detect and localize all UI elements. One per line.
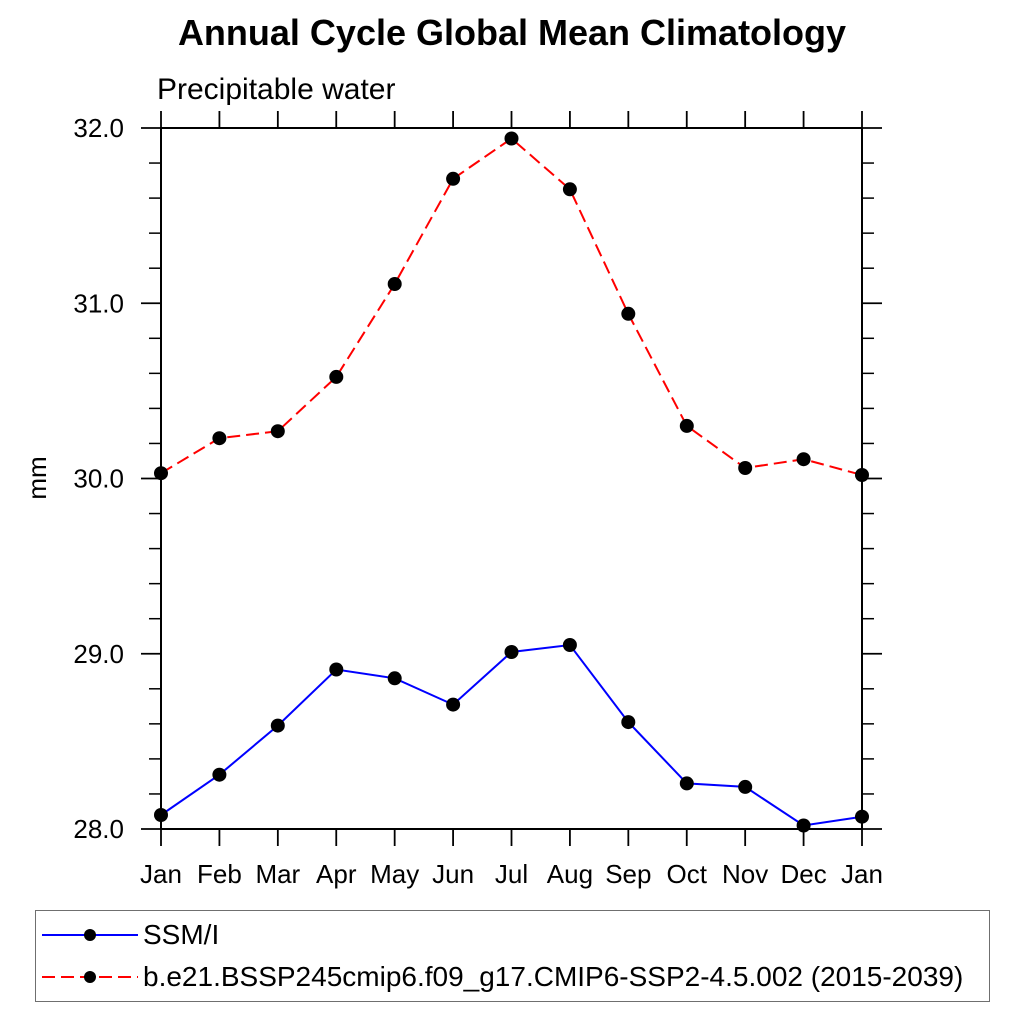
model-data-point-marker bbox=[796, 452, 811, 467]
x-tick-label: Jan bbox=[140, 859, 182, 889]
x-tick-label: Aug bbox=[547, 859, 593, 889]
y-tick-label: 32.0 bbox=[73, 113, 124, 143]
ssmi-series-line bbox=[160, 643, 863, 827]
ssmi-data-point-marker bbox=[154, 808, 168, 822]
ssmi-data-point-marker bbox=[796, 818, 811, 833]
page-title: Annual Cycle Global Mean Climatology bbox=[177, 12, 847, 53]
x-tick-label: May bbox=[370, 859, 419, 889]
model-line-sample-icon bbox=[42, 971, 138, 983]
ssmi-data-point-marker bbox=[212, 767, 227, 782]
chart-subtitle: Precipitable water bbox=[157, 73, 396, 106]
model-data-point-marker bbox=[212, 431, 227, 446]
model-data-point-marker bbox=[738, 461, 753, 475]
x-tick-label: Jun bbox=[432, 859, 474, 889]
ssmi-data-point-marker bbox=[855, 809, 869, 824]
model-data-point-marker bbox=[270, 424, 285, 439]
y-tick-label: 28.0 bbox=[73, 814, 124, 844]
plot-frame bbox=[160, 127, 863, 830]
ssmi-data-point-marker bbox=[562, 638, 577, 652]
x-tick-label: Dec bbox=[780, 859, 826, 889]
model-data-point-marker bbox=[621, 306, 636, 321]
ssmi-data-point-marker bbox=[270, 718, 285, 733]
model-sample-marker-icon bbox=[84, 971, 96, 983]
model-data-point-marker bbox=[154, 466, 168, 481]
y-tick-label: 29.0 bbox=[73, 639, 124, 669]
ssmi-sample-marker-icon bbox=[84, 929, 96, 941]
ssmi-data-point-marker bbox=[679, 776, 694, 791]
ssmi-data-point-marker bbox=[387, 671, 402, 686]
model-data-point-marker bbox=[329, 369, 344, 384]
legend-item-ssmi: SSM/I bbox=[40, 914, 989, 956]
x-tick-label: Apr bbox=[316, 859, 357, 889]
model-data-point-marker bbox=[855, 468, 869, 482]
legend-label-model: b.e21.BSSP245cmip6.f09_g17.CMIP6-SSP2-4.… bbox=[143, 961, 964, 992]
model-data-point-marker bbox=[387, 277, 402, 291]
x-tick-label: Oct bbox=[667, 859, 708, 889]
x-tick-label: Jan bbox=[841, 859, 883, 889]
x-tick-label: Sep bbox=[605, 859, 651, 889]
model-data-point-marker bbox=[446, 171, 461, 186]
model-data-point-marker bbox=[504, 131, 519, 146]
legend-item-model: b.e21.BSSP245cmip6.f09_g17.CMIP6-SSP2-4.… bbox=[40, 956, 989, 998]
legend-label-ssmi: SSM/I bbox=[143, 919, 220, 950]
legend: SSM/I b.e21.BSSP245cmip6.f09_g17.CMIP6-S… bbox=[35, 910, 990, 1002]
ssmi-line-sample-icon bbox=[42, 929, 138, 941]
ssmi-data-point-marker bbox=[621, 715, 636, 730]
ssmi-data-point-marker bbox=[738, 779, 753, 794]
x-tick-label: Mar bbox=[255, 859, 300, 889]
model-data-point-marker bbox=[679, 418, 694, 433]
model-data-point-marker bbox=[562, 182, 577, 197]
y-tick-label: 31.0 bbox=[73, 288, 124, 318]
y-axis-label: mm bbox=[22, 456, 52, 499]
x-tick-label: Feb bbox=[197, 859, 242, 889]
ssmi-data-point-marker bbox=[329, 662, 344, 677]
x-tick-label: Nov bbox=[722, 859, 768, 889]
ssmi-data-point-marker bbox=[504, 645, 519, 659]
y-tick-label: 30.0 bbox=[73, 464, 124, 494]
ssmi-data-point-marker bbox=[446, 697, 461, 712]
model-series-line bbox=[160, 137, 863, 476]
x-tick-label: Jul bbox=[495, 859, 528, 889]
